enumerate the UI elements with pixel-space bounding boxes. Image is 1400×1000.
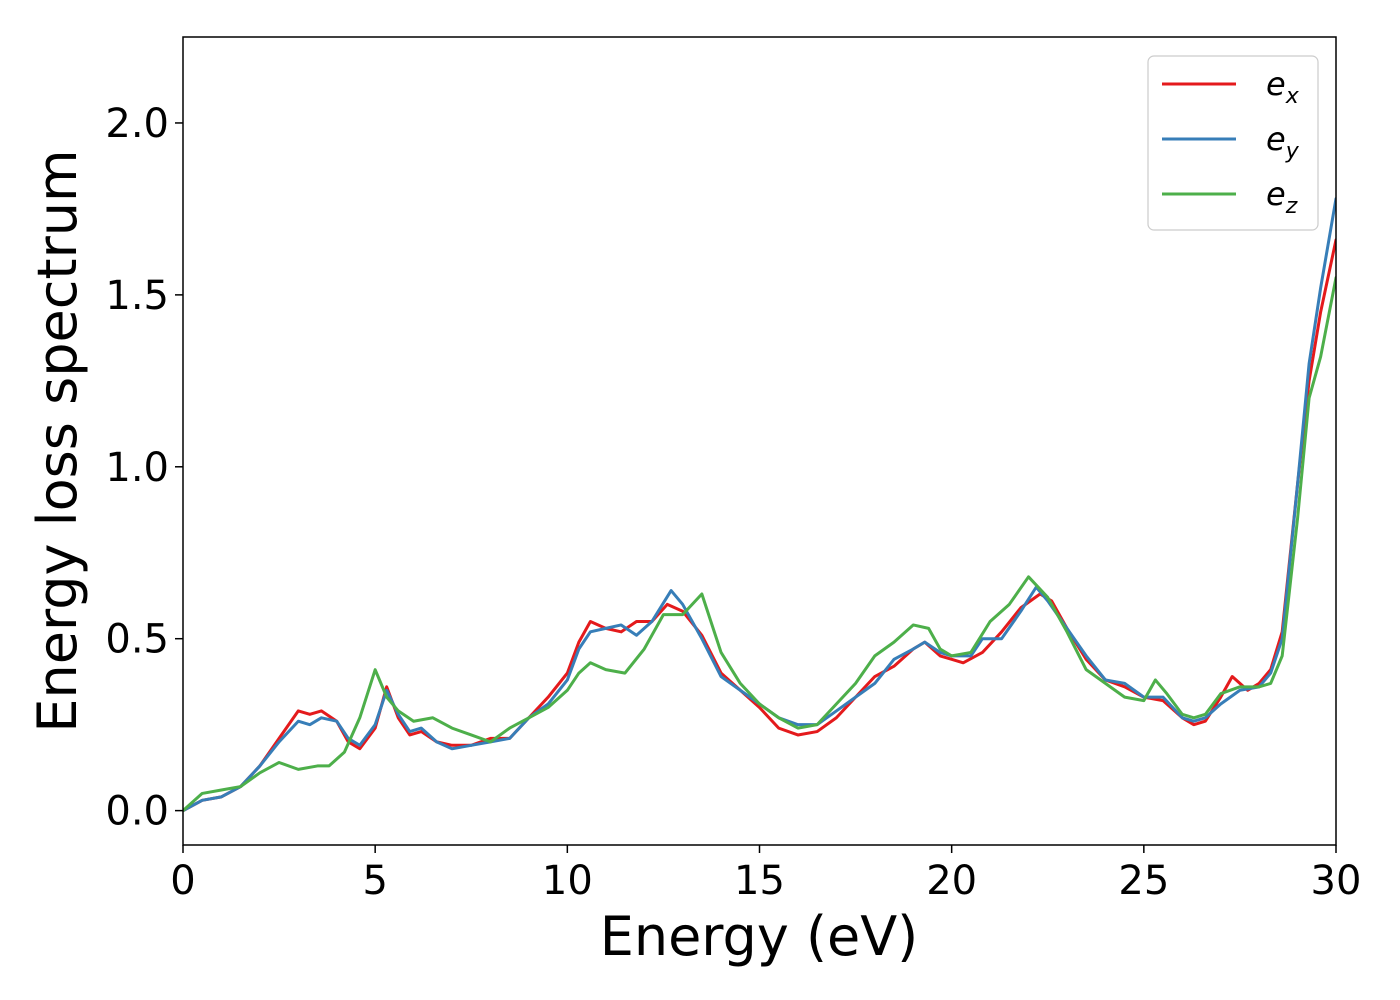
x-axis-ticks: 0 5 10 15 20 25 30 [170,845,1361,904]
x-tick-label: 30 [1311,858,1362,904]
y-axis-label: Energy loss spectrum [26,149,89,732]
y-tick-label: 0.5 [105,617,169,663]
x-tick-label: 10 [542,858,593,904]
y-axis-ticks: 0.0 0.5 1.0 1.5 2.0 [105,101,183,835]
x-axis-label: Energy (eV) [600,905,919,968]
x-tick-label: 20 [926,858,977,904]
y-tick-label: 1.5 [105,273,169,319]
y-tick-label: 0.0 [105,789,169,835]
legend-label: ex [1266,65,1300,109]
legend-box [1147,55,1319,231]
x-tick-label: 25 [1118,858,1169,904]
legend-label: ey [1266,120,1300,164]
x-tick-label: 5 [362,858,387,904]
y-tick-label: 1.0 [105,445,169,491]
legend: ex ey ez [1147,55,1319,231]
plot-area [182,36,1337,846]
x-tick-label: 15 [734,858,785,904]
legend-label: ez [1266,175,1298,219]
series-line-e-z [183,276,1336,813]
x-tick-label: 0 [170,858,195,904]
series-line-e-y [183,197,1336,813]
y-tick-label: 2.0 [105,101,169,147]
